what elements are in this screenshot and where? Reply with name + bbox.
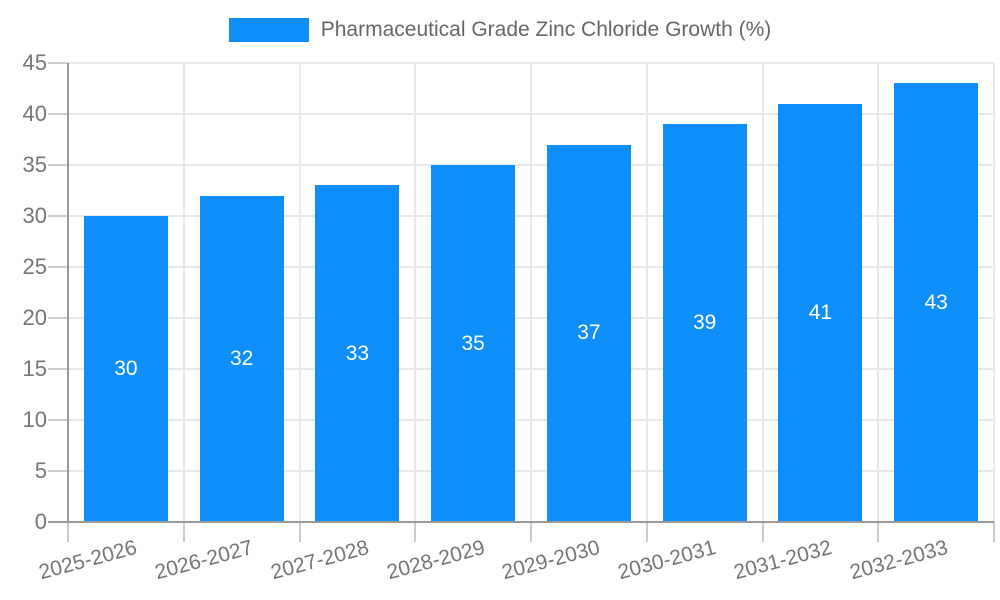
bar[interactable]: 43	[894, 83, 979, 522]
x-gridline	[414, 63, 417, 522]
x-axis-tick	[877, 522, 880, 542]
x-axis-label: 2032-2033	[847, 536, 951, 585]
x-axis-tick	[645, 522, 648, 542]
y-axis-tick	[48, 368, 68, 370]
y-axis-tick	[48, 470, 68, 472]
x-axis-label: 2028-2029	[384, 536, 488, 585]
y-tick-label: 15	[22, 356, 47, 381]
x-axis-tick	[414, 522, 417, 542]
bar-value-label: 32	[229, 346, 254, 370]
bar[interactable]: 32	[199, 195, 284, 522]
bar[interactable]: 37	[546, 144, 631, 522]
x-axis-label: 2025-2026	[36, 536, 140, 585]
y-axis-tick	[48, 164, 68, 166]
y-axis-tick	[48, 317, 68, 319]
x-axis-label: 2031-2032	[731, 536, 835, 585]
x-axis-label: 2029-2030	[499, 536, 603, 585]
x-axis-line	[48, 521, 994, 523]
bar-value-label: 35	[461, 331, 485, 355]
x-gridline	[993, 63, 995, 522]
x-axis-tick	[761, 522, 764, 542]
bar-value-label: 43	[924, 290, 948, 314]
x-axis-label: 2026-2027	[152, 536, 256, 585]
x-axis-label: 2030-2031	[615, 536, 719, 585]
x-gridline	[645, 63, 648, 522]
y-axis-tick	[48, 215, 68, 217]
bar-value-label: 39	[692, 311, 717, 335]
y-tick-label: 40	[22, 101, 47, 126]
x-gridline	[298, 63, 301, 522]
x-gridline	[530, 63, 532, 522]
bar[interactable]: 35	[431, 165, 516, 522]
bar-value-label: 37	[577, 321, 601, 345]
legend: Pharmaceutical Grade Zinc Chloride Growt…	[0, 18, 1000, 42]
y-tick-label: 35	[22, 152, 47, 177]
legend-swatch	[228, 18, 309, 42]
x-gridline	[182, 63, 185, 522]
x-axis-tick	[993, 522, 995, 542]
x-axis-tick	[67, 522, 69, 542]
x-axis-tick	[298, 522, 301, 542]
y-axis-tick	[48, 62, 68, 64]
bar-value-label: 30	[114, 357, 138, 380]
bar[interactable]: 41	[778, 103, 863, 522]
x-axis-tick	[530, 522, 532, 542]
y-tick-label: 10	[22, 407, 47, 432]
bar[interactable]: 33	[315, 185, 400, 522]
y-tick-label: 20	[22, 305, 47, 330]
y-tick-label: 0	[34, 509, 47, 534]
y-axis-tick	[48, 419, 68, 421]
y-tick-label: 5	[34, 458, 47, 483]
bar-value-label: 41	[808, 300, 833, 324]
x-gridline	[761, 63, 764, 522]
legend-item[interactable]: Pharmaceutical Grade Zinc Chloride Growt…	[228, 18, 772, 42]
bar[interactable]: 30	[83, 216, 168, 522]
y-tick-label: 45	[22, 50, 47, 75]
legend-label: Pharmaceutical Grade Zinc Chloride Growt…	[320, 18, 772, 41]
x-axis-tick	[182, 522, 185, 542]
x-gridline	[877, 63, 880, 522]
y-axis-tick	[48, 113, 68, 115]
y-tick-label: 25	[22, 254, 47, 279]
y-tick-label: 30	[22, 203, 47, 228]
x-axis-label: 2027-2028	[268, 536, 372, 585]
y-axis-line	[67, 63, 69, 522]
bar[interactable]: 39	[662, 124, 747, 522]
y-axis-tick	[48, 266, 68, 268]
bar-value-label: 33	[345, 341, 370, 365]
